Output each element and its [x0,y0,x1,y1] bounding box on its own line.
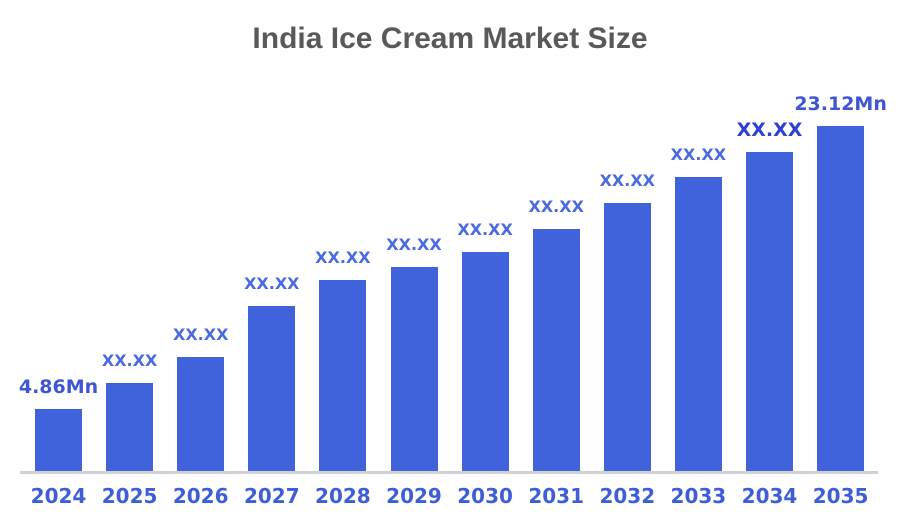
x-tick-label-2025: 2025 [101,484,158,508]
bar-2033 [674,177,722,471]
bar-value-label-2031: XX.XX [528,197,584,216]
x-tick-label-2035: 2035 [812,484,869,508]
x-tick-label-2027: 2027 [243,484,300,508]
bar-value-label-2025: XX.XX [101,351,158,370]
x-tick-label-2031: 2031 [528,484,585,508]
x-tick-label-2034: 2034 [741,484,798,508]
x-tick-label-2028: 2028 [315,484,371,508]
bar-value-label-2030: XX.XX [457,220,513,239]
bar-value-label-2028: XX.XX [315,248,371,267]
bar-2032 [603,203,651,471]
bar-2030 [461,252,509,471]
bar-value-label-2027: XX.XX [244,274,300,293]
bar-value-label-2029: XX.XX [386,235,442,254]
bar-value-label-2035: 23.12Mn [794,93,887,115]
bar-2025 [106,383,154,471]
x-tick-label-2032: 2032 [599,484,656,508]
bar-value-label-2024: 4.86Mn [18,376,99,398]
bar-value-label-2032: XX.XX [599,171,656,190]
bar-2031 [532,229,580,471]
bar-2028 [319,280,367,471]
bar-2027 [248,306,296,471]
x-tick-label-2033: 2033 [670,484,727,508]
x-axis-line [20,471,878,474]
bar-2034 [746,152,793,471]
x-tick-label-2030: 2030 [457,484,513,508]
bar-2035 [817,126,865,471]
bar-value-label-2033: XX.XX [670,145,727,164]
bar-value-label-2026: XX.XX [172,325,229,344]
bar-2026 [177,357,225,471]
bar-2029 [390,267,438,471]
x-tick-label-2029: 2029 [386,484,442,508]
x-tick-label-2026: 2026 [172,484,229,508]
chart-title: India Ice Cream Market Size [252,22,648,55]
bar-value-label-2034: XX.XX [736,119,803,141]
x-tick-label-2024: 2024 [30,484,87,508]
bar-2024 [35,409,82,471]
